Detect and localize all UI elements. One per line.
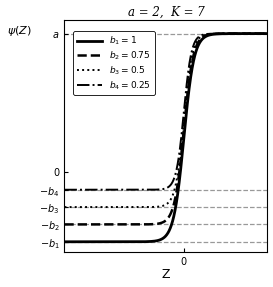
X-axis label: Z: Z <box>162 268 170 282</box>
Legend: $b_1 = 1$, $b_2 = 0.75$, $b_3 = 0.5$, $b_4 = 0.25$: $b_1 = 1$, $b_2 = 0.75$, $b_3 = 0.5$, $b… <box>73 31 155 95</box>
Y-axis label: $\psi(Z)$: $\psi(Z)$ <box>7 24 32 38</box>
Title: a = 2,  K = 7: a = 2, K = 7 <box>127 5 204 19</box>
